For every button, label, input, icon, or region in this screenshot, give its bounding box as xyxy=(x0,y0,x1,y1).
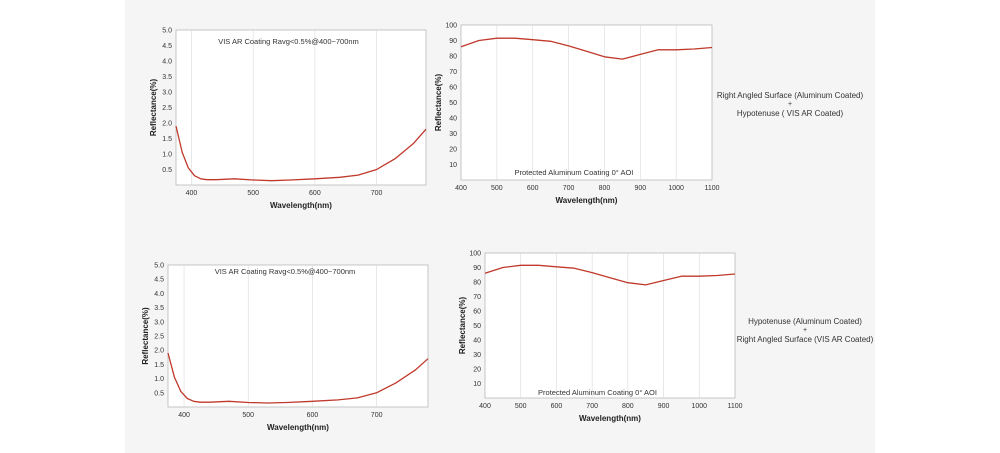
series-line xyxy=(460,37,713,60)
caption-top-line1: Right Angled Surface (Aluminum Coated) xyxy=(716,91,864,100)
x-tick-label: 1000 xyxy=(691,403,707,410)
y-tick-label: 3.0 xyxy=(154,319,164,326)
y-tick-label: 50 xyxy=(473,323,481,330)
x-axis-label: Wavelength(nm) xyxy=(579,414,641,423)
y-axis-label: Reflectance(%) xyxy=(434,73,443,131)
x-tick-label: 600 xyxy=(551,403,563,410)
caption-top-line2: Hypotenuse ( VIS AR Coated) xyxy=(736,109,844,118)
x-tick-label: 500 xyxy=(515,403,527,410)
x-tick-label: 400 xyxy=(455,185,467,192)
x-tick-label: 800 xyxy=(622,403,634,410)
chart-title: VIS AR Coating Ravg<0.5%@400~700nm xyxy=(218,37,359,46)
x-tick-label: 1000 xyxy=(668,185,684,192)
series-line xyxy=(167,352,429,404)
y-tick-label: 40 xyxy=(473,338,481,345)
chart-bottom-right: 400 500 600 700 800 900 1000 1100 10 20 30 40 50 60 70… xyxy=(458,251,743,424)
x-tick-label: 900 xyxy=(634,185,646,192)
y-tick-label: 1.5 xyxy=(154,362,164,369)
chart-title: Protected Aluminum Coating 0° AOI xyxy=(514,168,633,177)
y-tick-label: 80 xyxy=(449,54,457,61)
x-tick-label: 900 xyxy=(658,403,670,410)
y-tick-label: 80 xyxy=(473,280,481,287)
y-tick-label: 4.5 xyxy=(162,43,172,50)
y-tick-label: 60 xyxy=(449,85,457,92)
y-axis-label: Reflectance(%) xyxy=(458,296,467,354)
y-tick-label: 4.5 xyxy=(154,277,164,284)
y-tick-label: 20 xyxy=(449,147,457,154)
x-tick-label: 500 xyxy=(242,412,254,419)
chart-top-left: 400 500 600 700 0.5 1.0 1.5 2.0 2.5 3.0 3.5 4.0 4.5 5… xyxy=(149,28,427,210)
y-axis-label: Reflectance(%) xyxy=(149,78,158,136)
y-tick-label: 4.0 xyxy=(162,59,172,66)
x-tick-label: 800 xyxy=(599,185,611,192)
y-axis-label: Reflectance(%) xyxy=(141,307,150,365)
y-tick-label: 90 xyxy=(449,38,457,45)
y-tick-label: 30 xyxy=(449,131,457,138)
plot-area xyxy=(484,252,736,399)
y-tick-label: 2.5 xyxy=(162,105,172,112)
x-tick-label: 600 xyxy=(309,190,321,197)
y-tick-label: 100 xyxy=(469,251,481,258)
caption-top-plus: + xyxy=(787,101,793,108)
caption-bottom-line2: Right Angled Surface (VIS AR Coated) xyxy=(736,335,874,344)
x-tick-label: 700 xyxy=(563,185,575,192)
x-tick-label: 1100 xyxy=(704,185,719,192)
plot-area xyxy=(175,29,427,186)
y-tick-label: 60 xyxy=(473,309,481,316)
x-tick-label: 600 xyxy=(307,412,319,419)
y-tick-label: 2.0 xyxy=(154,348,164,355)
plot-area xyxy=(460,24,713,181)
x-tick-label: 400 xyxy=(186,190,198,197)
x-axis-label: Wavelength(nm) xyxy=(556,196,618,205)
x-tick-label: 500 xyxy=(491,185,503,192)
chart-top-right: 400 500 600 700 800 900 1000 1100 10 20 30 40 50 60 70… xyxy=(434,23,720,206)
x-tick-label: 700 xyxy=(586,403,598,410)
y-tick-label: 20 xyxy=(473,367,481,374)
y-tick-label: 0.5 xyxy=(162,167,172,174)
y-tick-label: 1.5 xyxy=(162,136,172,143)
y-tick-label: 10 xyxy=(473,381,481,388)
y-tick-label: 5.0 xyxy=(154,263,164,270)
chart-bottom-left: 400 500 600 700 0.5 1.0 1.5 2.0 2.5 3.0 3.5 4.0 4.5 5… xyxy=(141,263,429,432)
y-tick-label: 100 xyxy=(445,23,457,30)
y-tick-label: 70 xyxy=(473,294,481,301)
plot-area xyxy=(167,264,429,408)
caption-top: Right Angled Surface (Aluminum Coated) +… xyxy=(705,90,875,119)
caption-bottom-plus: + xyxy=(802,327,808,334)
chart-title: Protected Aluminum Coating 0° AOI xyxy=(538,388,657,397)
y-tick-label: 3.5 xyxy=(154,305,164,312)
y-tick-label: 1.0 xyxy=(154,376,164,383)
y-tick-label: 70 xyxy=(449,69,457,76)
y-tick-label: 3.0 xyxy=(162,90,172,97)
y-tick-label: 3.5 xyxy=(162,74,172,81)
y-tick-label: 50 xyxy=(449,100,457,107)
chart-title: VIS AR Coating Ravg<0.5%@400~700nm xyxy=(215,267,356,276)
x-tick-label: 600 xyxy=(527,185,539,192)
x-tick-label: 500 xyxy=(247,190,259,197)
caption-bottom: Hypotenuse (Aluminum Coated) + Right Ang… xyxy=(720,316,890,345)
x-tick-label: 400 xyxy=(479,403,491,410)
x-tick-label: 700 xyxy=(371,412,383,419)
y-tick-label: 40 xyxy=(449,116,457,123)
y-tick-label: 90 xyxy=(473,265,481,272)
x-tick-label: 400 xyxy=(178,412,190,419)
y-tick-label: 2.5 xyxy=(154,334,164,341)
y-tick-label: 30 xyxy=(473,352,481,359)
y-tick-label: 10 xyxy=(449,162,457,169)
x-axis-label: Wavelength(nm) xyxy=(270,201,332,210)
y-tick-label: 4.0 xyxy=(154,291,164,298)
y-tick-label: 5.0 xyxy=(162,28,172,35)
x-axis-label: Wavelength(nm) xyxy=(267,423,329,432)
y-tick-label: 1.0 xyxy=(162,152,172,159)
y-tick-label: 0.5 xyxy=(154,390,164,397)
series-line xyxy=(484,264,736,286)
x-tick-label: 700 xyxy=(371,190,383,197)
x-tick-label: 1100 xyxy=(727,403,742,410)
y-tick-label: 2.0 xyxy=(162,121,172,128)
caption-bottom-line1: Hypotenuse (Aluminum Coated) xyxy=(748,317,862,326)
series-line xyxy=(175,125,427,182)
